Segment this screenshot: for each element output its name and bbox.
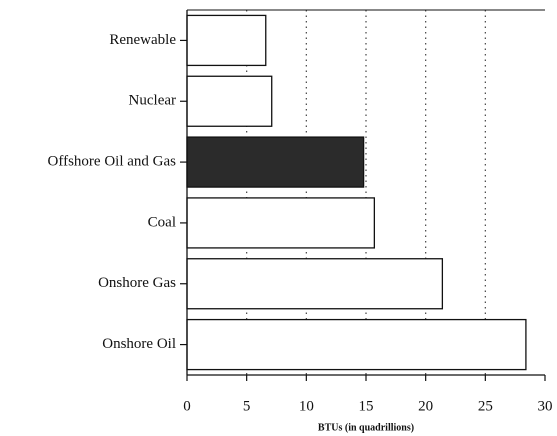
- y-tick-label: Onshore Gas: [98, 275, 176, 291]
- y-tick-label: Offshore Oil and Gas: [48, 154, 177, 170]
- bar: [186, 318, 527, 371]
- x-tick-label: 15: [359, 398, 374, 414]
- x-axis-label: BTUs (in quadrillions): [318, 422, 414, 433]
- x-tick-label: 20: [418, 398, 433, 414]
- x-tick-label: 5: [243, 398, 251, 414]
- y-tick-label: Coal: [148, 214, 176, 230]
- bar: [186, 75, 273, 127]
- y-tick-label: Onshore Oil: [102, 336, 176, 352]
- x-tick-label: 0: [183, 398, 191, 414]
- y-tick-label: Nuclear: [129, 93, 176, 109]
- bar: [186, 136, 365, 188]
- x-tick-label: 25: [478, 398, 493, 414]
- bar: [186, 197, 376, 249]
- x-tick-label: 10: [299, 398, 314, 414]
- x-tick-label: 30: [538, 398, 553, 414]
- bar: [186, 14, 267, 67]
- bar: [186, 258, 444, 310]
- y-tick-label: Renewable: [109, 32, 176, 48]
